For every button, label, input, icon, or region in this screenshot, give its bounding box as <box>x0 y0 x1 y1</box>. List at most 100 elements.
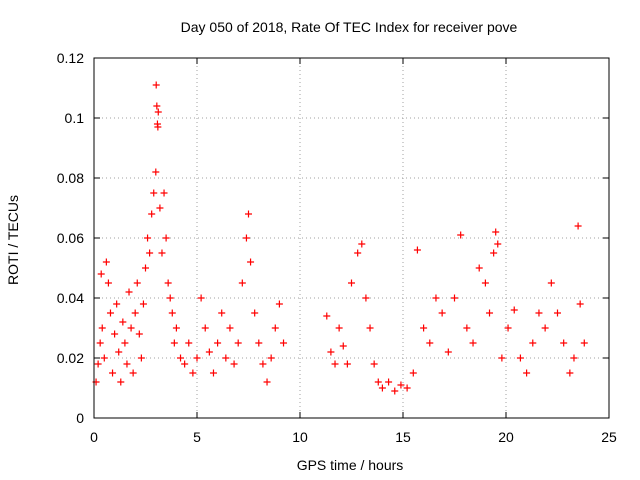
data-point <box>152 81 160 89</box>
data-point <box>137 354 145 362</box>
data-point <box>129 369 137 377</box>
data-point <box>343 360 351 368</box>
data-point <box>327 348 335 356</box>
data-point <box>554 309 561 317</box>
x-tick-label: 5 <box>193 429 201 445</box>
data-point <box>354 249 362 257</box>
data-point <box>100 354 108 362</box>
data-point <box>106 309 114 317</box>
data-point <box>451 294 458 302</box>
data-point <box>209 369 217 377</box>
data-point <box>267 354 275 362</box>
data-point <box>94 360 102 368</box>
data-point <box>98 324 106 332</box>
data-point <box>168 309 176 317</box>
data-point <box>523 369 531 377</box>
chart-title: Day 050 of 2018, Rate Of TEC Index for r… <box>181 19 518 35</box>
data-point <box>271 324 279 332</box>
data-point <box>193 354 201 362</box>
data-point <box>158 249 166 257</box>
data-point <box>115 348 123 356</box>
data-point <box>475 264 483 272</box>
data-points <box>92 81 588 395</box>
x-axis-label: GPS time / hours <box>297 457 404 473</box>
data-point <box>247 258 255 266</box>
data-point <box>547 279 555 287</box>
data-point <box>535 309 543 317</box>
data-point <box>348 279 355 287</box>
x-tick-label: 0 <box>90 429 98 445</box>
data-point <box>185 339 193 347</box>
data-point <box>413 246 421 254</box>
data-point <box>263 378 271 386</box>
data-point <box>160 189 168 197</box>
data-point <box>566 369 574 377</box>
data-point <box>104 279 112 287</box>
data-point <box>280 339 288 347</box>
data-point <box>117 378 125 386</box>
data-point <box>222 354 230 362</box>
data-point <box>576 300 584 308</box>
data-point <box>486 309 494 317</box>
data-point <box>560 339 568 347</box>
data-point <box>156 204 164 212</box>
data-point <box>142 264 149 272</box>
data-point <box>242 234 250 242</box>
y-tick-label: 0.1 <box>65 110 85 126</box>
data-point <box>172 324 180 332</box>
data-point <box>113 300 121 308</box>
data-point <box>234 339 242 347</box>
data-point <box>409 369 417 377</box>
data-point <box>370 360 378 368</box>
data-point <box>154 123 162 131</box>
data-point <box>510 306 518 314</box>
data-point <box>97 270 105 278</box>
x-tick-label: 10 <box>292 429 308 445</box>
data-point <box>131 309 139 317</box>
data-point <box>152 168 160 176</box>
data-point <box>504 324 512 332</box>
data-point <box>339 342 347 350</box>
data-point <box>275 300 283 308</box>
data-point <box>498 354 506 362</box>
data-point <box>516 354 524 362</box>
data-point <box>177 354 185 362</box>
data-point <box>148 210 156 218</box>
x-tick-label: 25 <box>601 429 617 445</box>
data-point <box>469 339 477 347</box>
y-tick-label: 0.02 <box>57 350 84 366</box>
data-point <box>102 258 110 266</box>
plot-frame <box>93 57 610 419</box>
data-point <box>125 288 133 296</box>
data-point <box>214 339 222 347</box>
data-point <box>189 369 197 377</box>
data-point <box>541 324 549 332</box>
x-tick-label: 20 <box>498 429 514 445</box>
data-point <box>378 384 386 392</box>
data-point <box>218 309 226 317</box>
data-point <box>362 294 370 302</box>
data-point <box>201 324 209 332</box>
data-point <box>463 324 471 332</box>
data-point <box>251 309 259 317</box>
data-point <box>150 189 158 197</box>
data-point <box>492 228 500 236</box>
data-point <box>444 348 452 356</box>
data-point <box>135 330 143 338</box>
data-point <box>529 339 537 347</box>
data-point <box>133 279 141 287</box>
data-point <box>420 324 428 332</box>
y-axis-label: ROTI / TECUs <box>5 195 21 285</box>
data-point <box>391 387 399 395</box>
data-point <box>374 378 382 386</box>
data-point <box>127 324 135 332</box>
data-point <box>146 249 154 257</box>
data-point <box>144 234 152 242</box>
data-point <box>426 339 434 347</box>
data-point <box>109 369 117 377</box>
data-point <box>570 354 578 362</box>
data-point <box>255 339 263 347</box>
data-point <box>111 330 119 338</box>
